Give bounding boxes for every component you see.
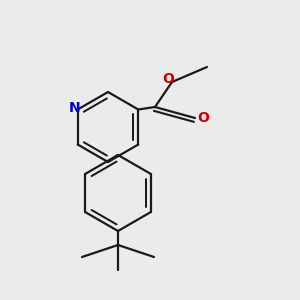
Text: N: N	[69, 101, 80, 116]
Text: O: O	[162, 72, 174, 86]
Text: O: O	[197, 111, 209, 125]
